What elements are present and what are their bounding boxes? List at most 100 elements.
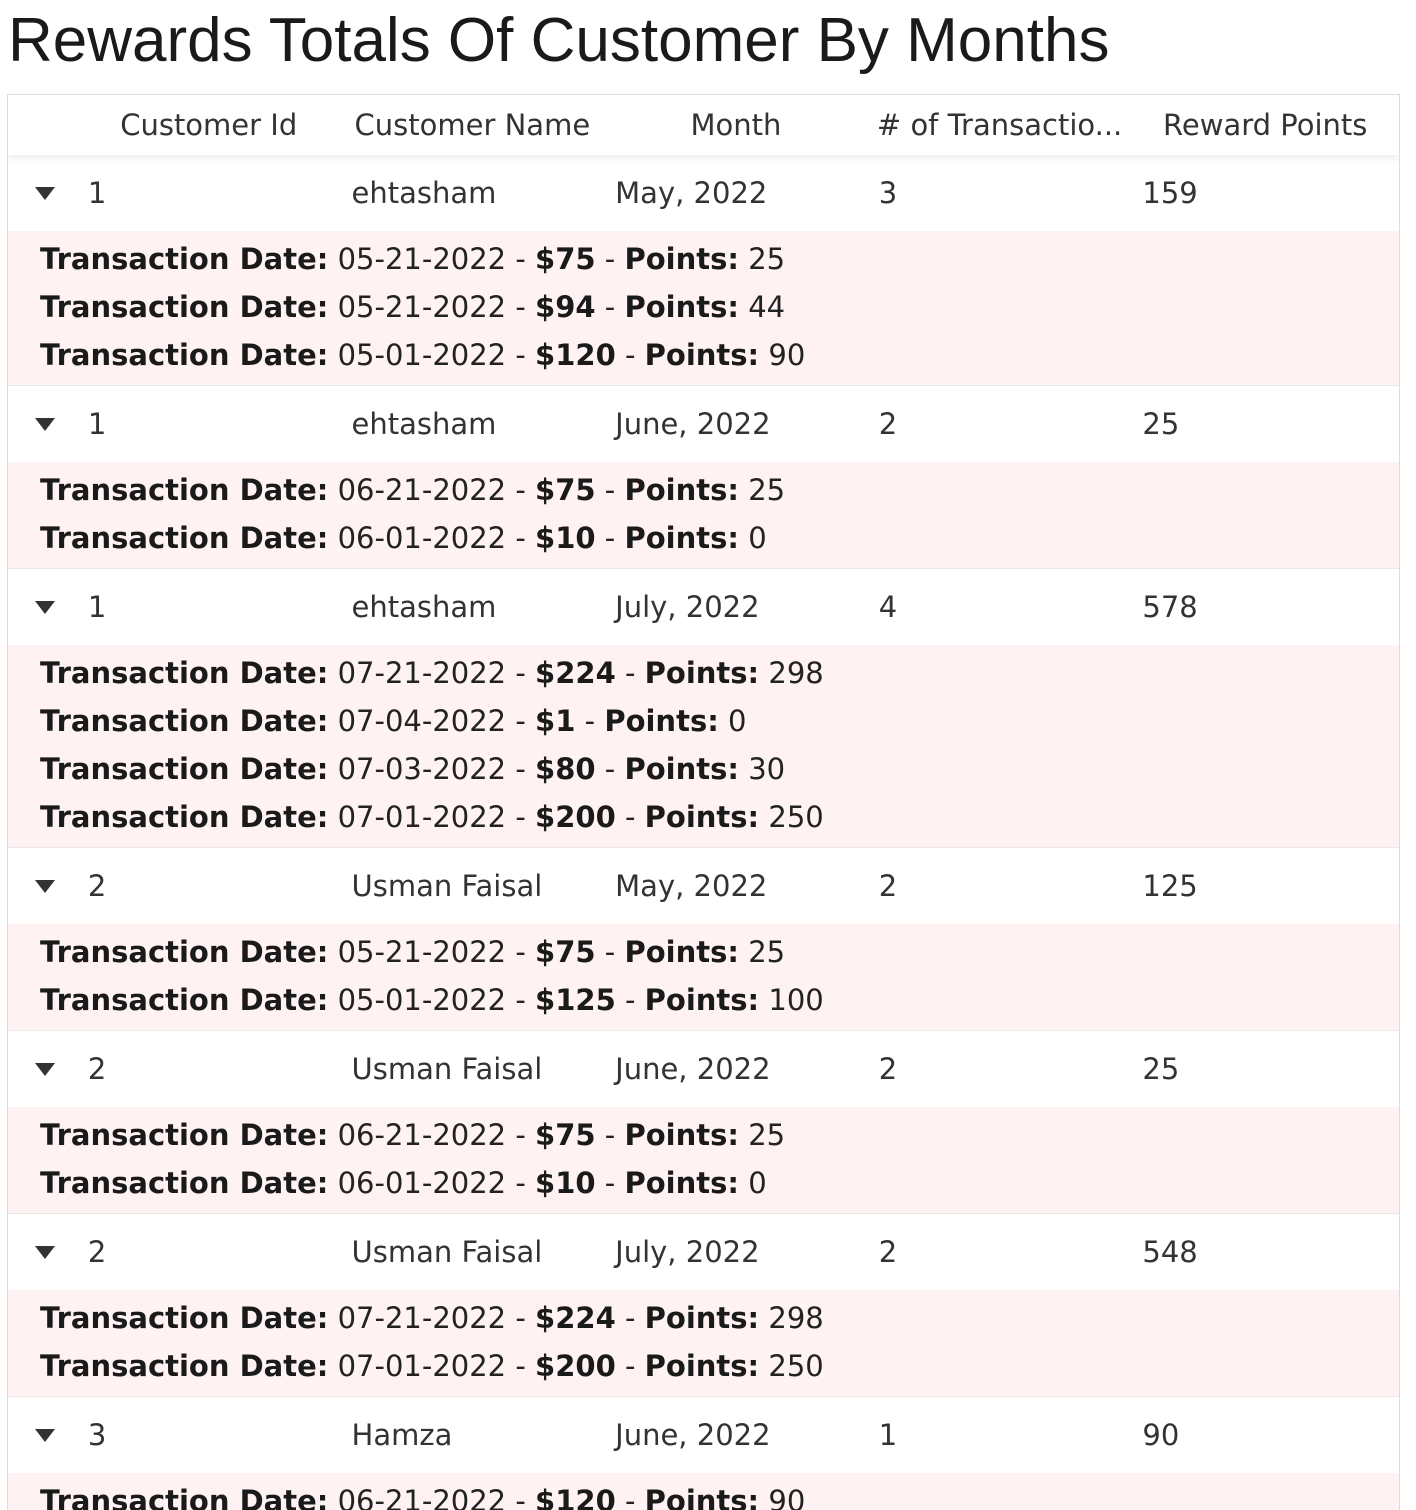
caret-down-icon[interactable] bbox=[35, 1062, 56, 1076]
transaction-points-label: Points: bbox=[624, 1118, 740, 1152]
row-expander[interactable] bbox=[8, 155, 77, 231]
transaction-amount: $200 bbox=[535, 800, 616, 834]
rewards-table: Customer Id Customer Name Month # of Tra… bbox=[7, 94, 1400, 1510]
transaction-amount: $224 bbox=[535, 1301, 616, 1335]
cell-reward-points: 25 bbox=[1142, 1052, 1180, 1086]
cell-reward-points: 548 bbox=[1142, 1235, 1198, 1269]
transaction-points: 25 bbox=[748, 935, 786, 969]
row-expander[interactable] bbox=[8, 1214, 77, 1290]
transaction-points-label: Points: bbox=[644, 1349, 760, 1383]
cell-reward-points: 159 bbox=[1142, 176, 1198, 210]
transaction-points-label: Points: bbox=[604, 704, 719, 738]
transaction-date-label: Transaction Date: bbox=[40, 1166, 329, 1200]
table-row[interactable]: 1 ehtasham May, 2022 3 159 bbox=[8, 155, 1399, 231]
row-expander[interactable] bbox=[8, 1397, 77, 1473]
caret-down-icon[interactable] bbox=[35, 1245, 56, 1259]
transaction-points: 250 bbox=[768, 1349, 824, 1383]
cell-reward-points: 90 bbox=[1142, 1418, 1180, 1452]
cell-customer-id: 2 bbox=[87, 1235, 107, 1269]
transaction-points: 298 bbox=[768, 1301, 824, 1335]
transaction-date-label: Transaction Date: bbox=[40, 521, 329, 555]
transaction-line: Transaction Date: 07-01-2022 - $200 - Po… bbox=[40, 800, 824, 834]
caret-down-icon[interactable] bbox=[35, 600, 56, 614]
transaction-date: 05-21-2022 bbox=[337, 290, 507, 324]
table-row[interactable]: 2 Usman Faisal July, 2022 2 548 bbox=[8, 1214, 1399, 1290]
transaction-date: 07-03-2022 bbox=[337, 752, 507, 786]
transaction-amount: $1 bbox=[535, 704, 576, 738]
row-detail-panel: Transaction Date: 06-21-2022 - $120 - Po… bbox=[8, 1473, 1399, 1510]
table-row[interactable]: 1 ehtasham July, 2022 4 578 bbox=[8, 569, 1399, 645]
table-row[interactable]: 2 Usman Faisal May, 2022 2 125 bbox=[8, 848, 1399, 924]
page-title: Rewards Totals Of Customer By Months bbox=[8, 6, 1110, 75]
cell-customer-name: ehtasham bbox=[351, 407, 497, 441]
row-expander[interactable] bbox=[8, 569, 77, 645]
row-detail-panel: Transaction Date: 05-21-2022 - $75 - Poi… bbox=[8, 924, 1399, 1031]
transaction-date: 07-01-2022 bbox=[337, 1349, 507, 1383]
transaction-amount: $10 bbox=[535, 1166, 596, 1200]
row-detail-panel: Transaction Date: 06-21-2022 - $75 - Poi… bbox=[8, 462, 1399, 569]
row-expander[interactable] bbox=[8, 1031, 77, 1107]
transaction-points-label: Points: bbox=[644, 800, 760, 834]
transaction-line: Transaction Date: 06-21-2022 - $75 - Poi… bbox=[40, 1118, 786, 1152]
cell-transaction-count: 4 bbox=[878, 590, 898, 624]
transaction-amount: $80 bbox=[535, 752, 596, 786]
cell-customer-name: ehtasham bbox=[351, 590, 497, 624]
transaction-date-label: Transaction Date: bbox=[40, 1484, 329, 1510]
transaction-points: 25 bbox=[748, 1118, 786, 1152]
table-row[interactable]: 1 ehtasham June, 2022 2 25 bbox=[8, 386, 1399, 462]
transaction-date: 05-21-2022 bbox=[337, 935, 507, 969]
caret-down-icon[interactable] bbox=[35, 879, 56, 893]
caret-down-icon[interactable] bbox=[35, 417, 56, 431]
cell-customer-id: 1 bbox=[87, 407, 107, 441]
header-customer-id[interactable]: Customer Id bbox=[120, 108, 298, 142]
caret-down-icon[interactable] bbox=[35, 1428, 56, 1442]
transaction-points: 0 bbox=[748, 1166, 767, 1200]
header-transactions[interactable]: # of Transactio... bbox=[876, 108, 1123, 142]
transaction-date-label: Transaction Date: bbox=[40, 752, 329, 786]
cell-customer-name: Usman Faisal bbox=[351, 1052, 543, 1086]
cell-reward-points: 25 bbox=[1142, 407, 1180, 441]
header-reward-points[interactable]: Reward Points bbox=[1163, 108, 1368, 142]
transaction-points-label: Points: bbox=[624, 935, 740, 969]
transaction-line: Transaction Date: 05-01-2022 - $125 - Po… bbox=[40, 983, 824, 1017]
cell-reward-points: 578 bbox=[1142, 590, 1198, 624]
transaction-date: 05-01-2022 bbox=[337, 338, 507, 372]
transaction-date-label: Transaction Date: bbox=[40, 1301, 329, 1335]
row-expander[interactable] bbox=[8, 386, 77, 462]
transaction-points: 25 bbox=[748, 473, 786, 507]
transaction-date-label: Transaction Date: bbox=[40, 1349, 329, 1383]
table-row[interactable]: 2 Usman Faisal June, 2022 2 25 bbox=[8, 1031, 1399, 1107]
transaction-date: 06-21-2022 bbox=[337, 1118, 507, 1152]
transaction-line: Transaction Date: 07-03-2022 - $80 - Poi… bbox=[40, 752, 786, 786]
transaction-date: 07-01-2022 bbox=[337, 800, 507, 834]
transaction-points: 0 bbox=[728, 704, 747, 738]
transaction-line: Transaction Date: 07-21-2022 - $224 - Po… bbox=[40, 1301, 824, 1335]
cell-month: July, 2022 bbox=[615, 590, 760, 624]
transaction-date-label: Transaction Date: bbox=[40, 290, 329, 324]
transaction-amount: $200 bbox=[535, 1349, 616, 1383]
row-detail-panel: Transaction Date: 07-21-2022 - $224 - Po… bbox=[8, 1290, 1399, 1397]
transaction-amount: $120 bbox=[535, 338, 616, 372]
transaction-date: 06-21-2022 bbox=[337, 473, 507, 507]
row-expander[interactable] bbox=[8, 848, 77, 924]
header-month[interactable]: Month bbox=[690, 108, 782, 142]
header-customer-name[interactable]: Customer Name bbox=[354, 108, 591, 142]
cell-month: July, 2022 bbox=[615, 1235, 760, 1269]
table-row[interactable]: 3 Hamza June, 2022 1 90 bbox=[8, 1397, 1399, 1473]
transaction-line: Transaction Date: 06-01-2022 - $10 - Poi… bbox=[40, 521, 767, 555]
table-header: Customer Id Customer Name Month # of Tra… bbox=[8, 95, 1399, 155]
caret-down-icon[interactable] bbox=[35, 186, 56, 200]
transaction-date-label: Transaction Date: bbox=[40, 473, 329, 507]
cell-transaction-count: 3 bbox=[878, 176, 898, 210]
transaction-date-label: Transaction Date: bbox=[40, 242, 329, 276]
transaction-points: 90 bbox=[768, 1484, 806, 1510]
transaction-points-label: Points: bbox=[644, 983, 760, 1017]
transaction-points-label: Points: bbox=[624, 1166, 740, 1200]
cell-customer-name: Usman Faisal bbox=[351, 869, 543, 903]
header-expander bbox=[8, 95, 77, 155]
transaction-line: Transaction Date: 06-01-2022 - $10 - Poi… bbox=[40, 1166, 767, 1200]
transaction-points: 100 bbox=[768, 983, 824, 1017]
cell-transaction-count: 2 bbox=[878, 869, 898, 903]
transaction-line: Transaction Date: 05-21-2022 - $75 - Poi… bbox=[40, 935, 786, 969]
transaction-line: Transaction Date: 07-01-2022 - $200 - Po… bbox=[40, 1349, 824, 1383]
